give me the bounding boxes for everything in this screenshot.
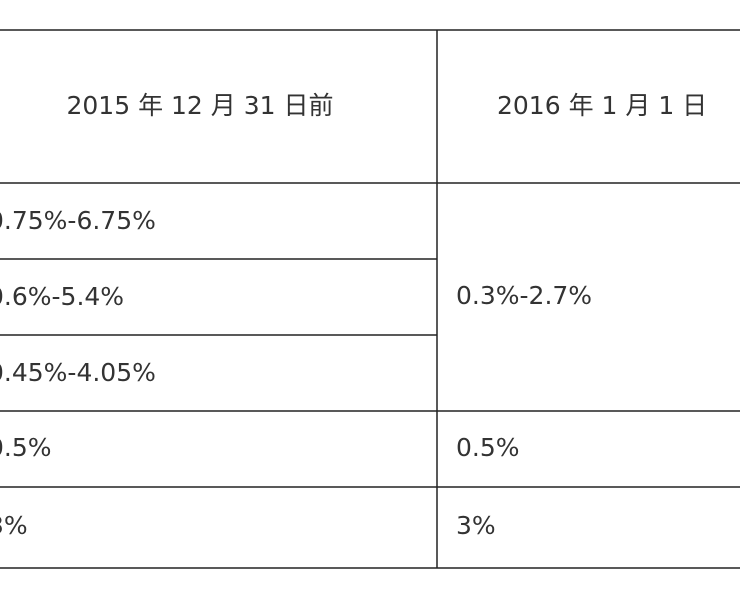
cell: 0.5% — [456, 433, 520, 462]
cell: 3% — [0, 511, 28, 540]
cell: 0.6%-5.4% — [0, 282, 124, 311]
header-cell: 2016 年 1 月 1 日 — [497, 91, 707, 120]
cell: 3% — [456, 511, 496, 540]
merged-cell: 0.3%-2.7% — [456, 281, 592, 310]
header-cell: 2015 年 12 月 31 日前 — [67, 91, 334, 120]
cell: 0.5% — [0, 433, 52, 462]
cell: 0.75%-6.75% — [0, 206, 156, 235]
cell: 0.45%-4.05% — [0, 358, 156, 387]
